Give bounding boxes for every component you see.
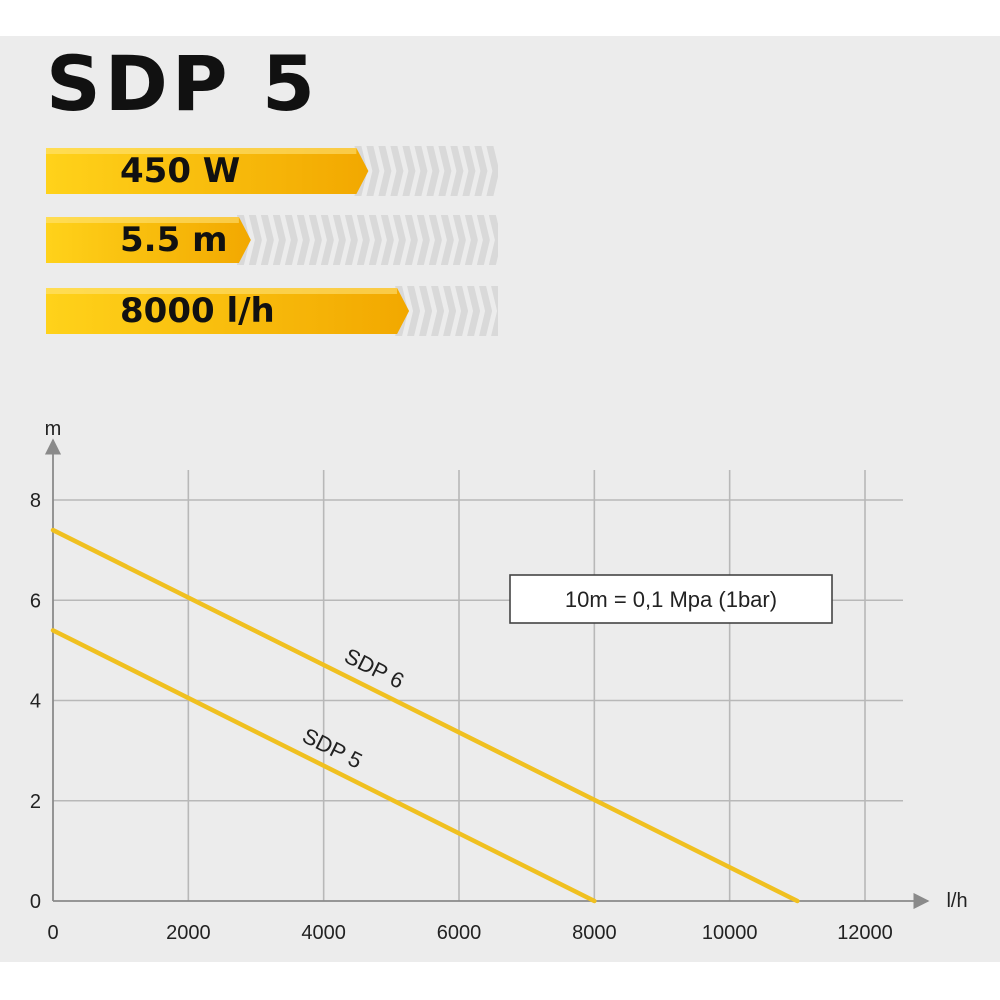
spec-bar-fill	[46, 288, 410, 334]
spec-bar-stripe	[416, 215, 430, 265]
spec-bar-stripe	[404, 215, 418, 265]
spec-bar-stripe	[392, 215, 406, 265]
spec-bar-power: 450 W	[46, 146, 498, 196]
spec-bar-flow: 8000 l/h	[46, 286, 498, 336]
y-axis-label: m	[45, 418, 62, 440]
spec-bar-stripe	[402, 146, 416, 196]
x-tick-label: 12000	[837, 922, 893, 944]
unit-note-text: 10m = 0,1 Mpa (1bar)	[565, 587, 777, 612]
spec-bar-stripe	[344, 215, 358, 265]
spec-bar-stripe	[332, 215, 346, 265]
spec-bar-stripe	[428, 215, 442, 265]
x-axis-label: l/h	[946, 890, 967, 912]
spec-bar-stripe	[474, 146, 488, 196]
spec-bar-stripe	[356, 215, 370, 265]
y-tick-label: 0	[30, 891, 41, 913]
spec-bar-stripe	[426, 146, 440, 196]
spec-bar-stripe	[366, 146, 380, 196]
spec-bar-stripe	[431, 286, 445, 336]
curve-label: SDP 5	[299, 723, 367, 774]
spec-bar-stripe	[272, 215, 286, 265]
spec-bar-stripe	[455, 286, 469, 336]
y-tick-label: 6	[30, 590, 41, 612]
spec-bar-stripe	[320, 215, 334, 265]
spec-bar-stripe	[438, 146, 452, 196]
spec-bar-stripe	[462, 146, 476, 196]
x-tick-label: 4000	[301, 922, 346, 944]
unit-note-box	[509, 574, 833, 624]
spec-bar-graphic	[46, 146, 498, 196]
spec-bar-stripe	[260, 215, 274, 265]
spec-bar-stripe	[467, 286, 481, 336]
spec-bar-highlight	[46, 217, 239, 223]
y-tick-label: 2	[30, 791, 41, 813]
y-tick-label: 4	[30, 691, 41, 713]
y-tick-label: 8	[30, 490, 41, 512]
x-tick-label: 2000	[166, 922, 211, 944]
x-tick-label: 8000	[572, 922, 617, 944]
spec-bar-stripe	[419, 286, 433, 336]
spec-label-head: 5.5 m	[120, 220, 228, 260]
spec-bar-stripe	[248, 215, 262, 265]
spec-bar-highlight	[46, 148, 357, 154]
curve-sdp-6	[50, 527, 800, 904]
spec-bar-stripe	[464, 215, 478, 265]
spec-bar-stripe	[450, 146, 464, 196]
curve-label: SDP 6	[340, 643, 408, 694]
spec-bar-head: 5.5 m	[46, 215, 498, 265]
spec-bar-stripe	[390, 146, 404, 196]
curve-sdp-5	[50, 628, 597, 904]
spec-label-power: 450 W	[120, 151, 241, 191]
spec-bar-stripe	[488, 215, 498, 265]
spec-bar-stripe	[368, 215, 382, 265]
spec-label-flow: 8000 l/h	[120, 291, 275, 331]
product-title: SDP 5	[46, 39, 319, 128]
spec-bar-stripe	[440, 215, 454, 265]
pump-curve-chart: 0 2000 4000 6000 8000 10000 12000 0 2 4 6 8 l/h m SDP …	[30, 418, 968, 944]
spec-bar-graphic	[46, 215, 498, 265]
spec-bar-fill	[46, 217, 251, 263]
spec-bar-stripe	[476, 215, 490, 265]
spec-bar-stripe	[452, 215, 466, 265]
spec-bar-stripe	[378, 146, 392, 196]
spec-bar-stripe	[414, 146, 428, 196]
spec-bar-stripe	[407, 286, 421, 336]
spec-bar-stripe	[308, 215, 322, 265]
spec-bar-stripe	[443, 286, 457, 336]
x-tick-label: 10000	[702, 922, 758, 944]
spec-bar-stripe	[296, 215, 310, 265]
spec-bar-stripe	[486, 146, 498, 196]
x-tick-label: 0	[47, 922, 58, 944]
spec-bar-stripe	[380, 215, 394, 265]
spec-bar-stripe	[491, 286, 498, 336]
spec-bar-stripe	[284, 215, 298, 265]
spec-bar-stripe	[479, 286, 493, 336]
spec-bar-graphic	[46, 286, 498, 336]
spec-bar-fill	[46, 148, 369, 194]
spec-bar-highlight	[46, 288, 398, 294]
x-tick-label: 6000	[437, 922, 482, 944]
